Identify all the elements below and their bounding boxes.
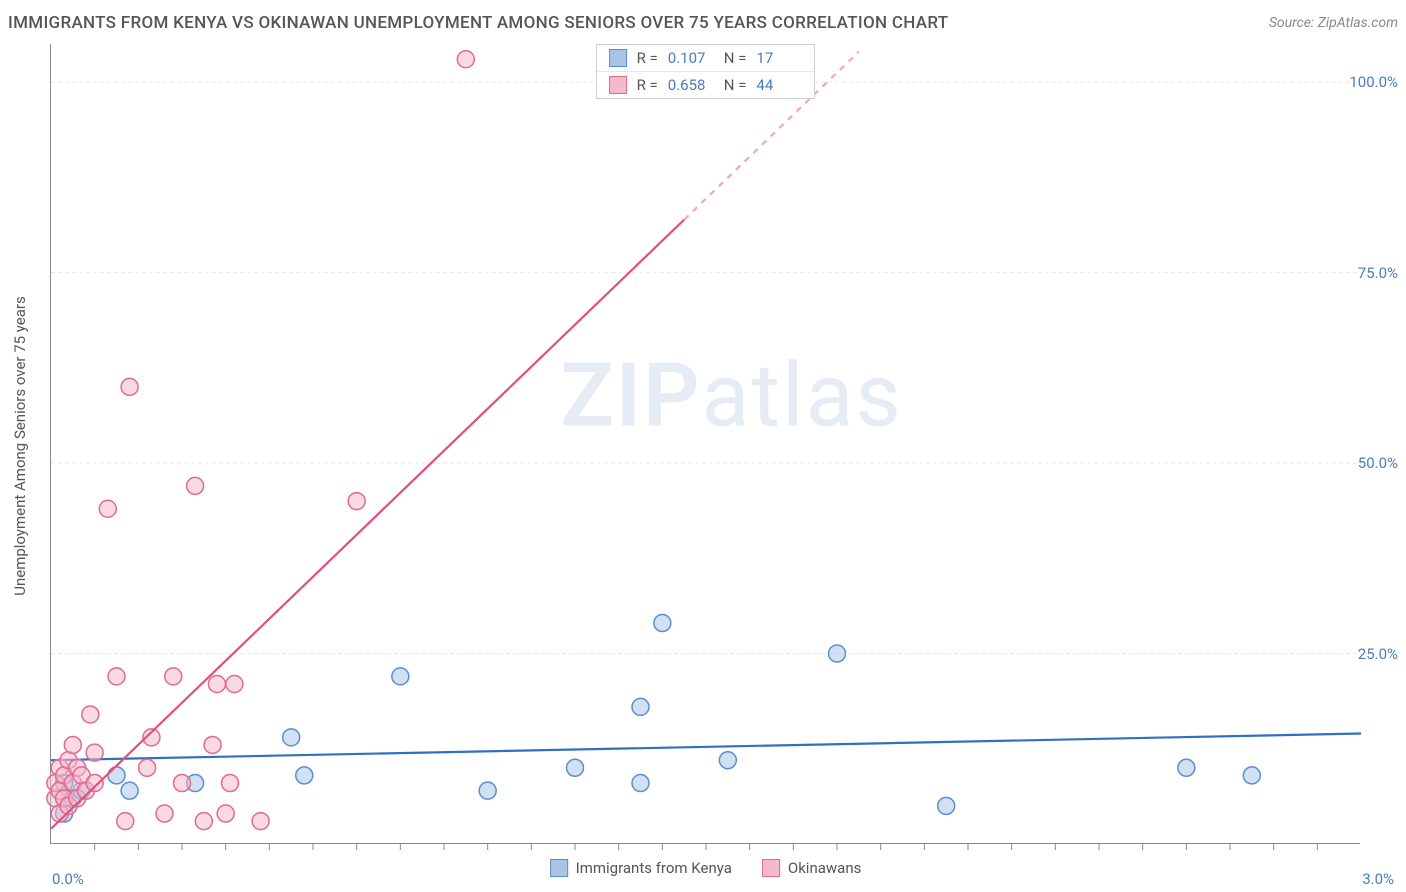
series-legend: Immigrants from Kenya Okinawans <box>550 859 862 877</box>
r-value-kenya: 0.107 <box>668 49 714 67</box>
y-tick-label: 25.0% <box>1358 645 1398 663</box>
stats-row-okinawa: R = 0.658 N = 44 <box>597 71 815 98</box>
x-tick-max: 3.0% <box>1362 870 1394 888</box>
stats-legend: R = 0.107 N = 17 R = 0.658 N = 44 <box>596 44 816 99</box>
n-value-kenya: 17 <box>756 49 802 67</box>
n-label: N = <box>724 76 747 94</box>
stats-row-kenya: R = 0.107 N = 17 <box>597 45 815 71</box>
y-tick-label: 100.0% <box>1349 73 1398 91</box>
y-tick-label: 50.0% <box>1358 454 1398 472</box>
legend-label-kenya: Immigrants from Kenya <box>576 859 732 877</box>
swatch-kenya <box>550 859 568 877</box>
swatch-okinawa <box>609 76 627 94</box>
r-value-okinawa: 0.658 <box>668 76 714 94</box>
r-label: R = <box>637 49 658 67</box>
chart-container: IMMIGRANTS FROM KENYA VS OKINAWAN UNEMPL… <box>0 0 1406 892</box>
chart-svg <box>51 44 1360 843</box>
source-label: Source: <box>1269 15 1314 31</box>
legend-item-okinawa: Okinawans <box>762 859 861 877</box>
r-label: R = <box>637 76 658 94</box>
legend-label-okinawa: Okinawans <box>788 859 861 877</box>
swatch-kenya <box>609 49 627 67</box>
n-value-okinawa: 44 <box>756 76 802 94</box>
y-axis-label: Unemployment Among Seniors over 75 years <box>11 296 29 595</box>
y-tick-label: 75.0% <box>1358 264 1398 282</box>
source-credit: Source: ZipAtlas.com <box>1269 15 1398 31</box>
plot-area: ZIPatlas R = 0.107 N = 17 R = 0.658 N = … <box>50 44 1360 844</box>
n-label: N = <box>724 49 747 67</box>
chart-title: IMMIGRANTS FROM KENYA VS OKINAWAN UNEMPL… <box>8 13 948 33</box>
swatch-okinawa <box>762 859 780 877</box>
legend-item-kenya: Immigrants from Kenya <box>550 859 732 877</box>
x-tick-zero: 0.0% <box>52 870 84 888</box>
source-name: ZipAtlas.com <box>1318 15 1398 31</box>
title-bar: IMMIGRANTS FROM KENYA VS OKINAWAN UNEMPL… <box>8 8 1398 38</box>
